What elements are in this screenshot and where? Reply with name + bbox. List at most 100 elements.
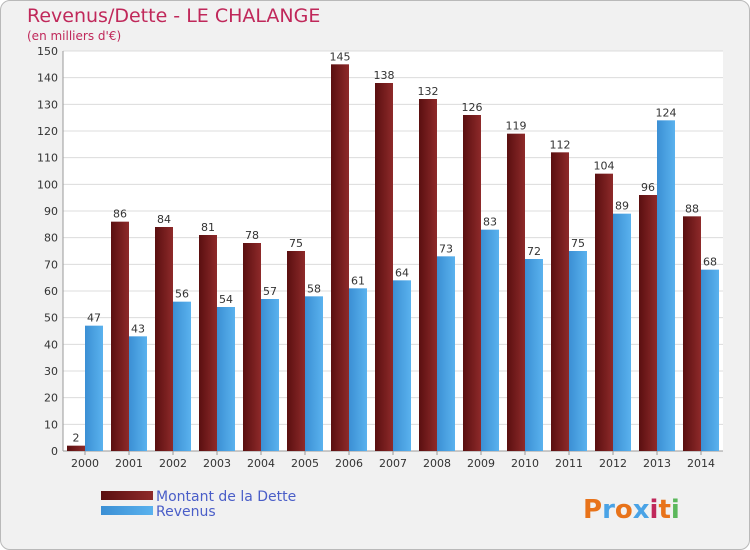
- data-label-dette-2000: 2: [73, 432, 80, 445]
- bar-dette-2002: [155, 227, 173, 451]
- chart-subtitle: (en milliers d'€): [27, 29, 122, 43]
- y-tick-label: 80: [44, 232, 58, 245]
- data-label-revenus-2014: 68: [703, 256, 717, 269]
- x-tick-label: 2002: [159, 457, 187, 470]
- bar-dette-2006: [331, 64, 349, 452]
- proxiti-logo: Proxiti: [583, 495, 680, 525]
- data-label-dette-2008: 132: [418, 85, 439, 98]
- y-tick-label: 20: [44, 392, 58, 405]
- bar-revenus-2007: [393, 280, 411, 451]
- data-label-dette-2001: 86: [113, 208, 127, 221]
- bar-dette-2000: [67, 445, 85, 451]
- x-tick-label: 2006: [335, 457, 363, 470]
- bar-revenus-2004: [261, 299, 279, 451]
- bar-revenus-2005: [305, 296, 323, 451]
- y-tick-label: 30: [44, 365, 58, 378]
- x-tick-label: 2008: [423, 457, 451, 470]
- bar-revenus-2000: [85, 325, 103, 451]
- bar-dette-2007: [375, 83, 393, 451]
- data-label-revenus-2012: 89: [615, 200, 629, 213]
- x-tick-label: 2007: [379, 457, 407, 470]
- data-label-dette-2003: 81: [201, 221, 215, 234]
- x-tick-label: 2005: [291, 457, 319, 470]
- bar-revenus-2003: [217, 307, 235, 451]
- y-tick-label: 130: [37, 98, 58, 111]
- bar-revenus-2012: [613, 213, 631, 451]
- data-label-revenus-2004: 57: [263, 285, 277, 298]
- x-tick-label: 2004: [247, 457, 275, 470]
- x-tick-label: 2003: [203, 457, 231, 470]
- data-label-revenus-2003: 54: [219, 293, 233, 306]
- y-tick-label: 50: [44, 312, 58, 325]
- bar-dette-2011: [551, 152, 569, 452]
- x-tick-label: 2011: [555, 457, 583, 470]
- data-label-dette-2005: 75: [289, 237, 303, 250]
- data-label-revenus-2013: 124: [656, 106, 677, 119]
- bar-revenus-2013: [657, 120, 675, 451]
- y-tick-label: 110: [37, 152, 58, 165]
- legend-swatch-0: [101, 491, 153, 500]
- x-tick-label: 2014: [687, 457, 715, 470]
- y-tick-label: 70: [44, 258, 58, 271]
- bar-revenus-2010: [525, 259, 543, 451]
- y-tick-label: 10: [44, 418, 58, 431]
- bar-dette-2004: [243, 243, 261, 451]
- bar-revenus-2001: [129, 336, 147, 451]
- bar-revenus-2009: [481, 229, 499, 451]
- y-tick-label: 0: [51, 445, 58, 458]
- bar-dette-2009: [463, 115, 481, 451]
- x-tick-label: 2001: [115, 457, 143, 470]
- bar-dette-2008: [419, 99, 437, 451]
- data-label-dette-2007: 138: [374, 69, 395, 82]
- data-label-revenus-2006: 61: [351, 274, 365, 287]
- data-label-dette-2013: 96: [641, 181, 655, 194]
- bar-revenus-2011: [569, 251, 587, 451]
- x-tick-label: 2000: [71, 457, 99, 470]
- y-tick-label: 140: [37, 72, 58, 85]
- data-label-revenus-2001: 43: [131, 322, 145, 335]
- data-label-revenus-2007: 64: [395, 266, 409, 279]
- bar-revenus-2002: [173, 301, 191, 451]
- data-label-dette-2009: 126: [462, 101, 483, 114]
- bar-dette-2010: [507, 133, 525, 451]
- x-tick-label: 2012: [599, 457, 627, 470]
- legend-label-1: Revenus: [156, 504, 216, 520]
- data-label-dette-2002: 84: [157, 213, 171, 226]
- bar-revenus-2008: [437, 256, 455, 451]
- data-label-revenus-2005: 58: [307, 282, 321, 295]
- bar-dette-2013: [639, 195, 657, 451]
- data-label-revenus-2009: 83: [483, 216, 497, 229]
- data-label-revenus-2008: 73: [439, 242, 453, 255]
- y-tick-label: 60: [44, 285, 58, 298]
- legend-label-0: Montant de la Dette: [156, 489, 296, 505]
- data-label-dette-2004: 78: [245, 229, 259, 242]
- bar-revenus-2006: [349, 288, 367, 451]
- data-label-dette-2012: 104: [594, 160, 615, 173]
- data-label-dette-2011: 112: [550, 138, 571, 151]
- data-label-revenus-2011: 75: [571, 237, 585, 250]
- legend-swatch-1: [101, 506, 153, 515]
- x-tick-label: 2013: [643, 457, 671, 470]
- y-tick-label: 40: [44, 338, 58, 351]
- data-label-dette-2006: 145: [330, 50, 351, 63]
- data-label-revenus-2000: 47: [87, 312, 101, 325]
- x-tick-label: 2009: [467, 457, 495, 470]
- bar-dette-2003: [199, 235, 217, 451]
- y-tick-label: 120: [37, 125, 58, 138]
- x-tick-label: 2010: [511, 457, 539, 470]
- bar-dette-2014: [683, 216, 701, 451]
- y-tick-label: 90: [44, 205, 58, 218]
- chart-title: Revenus/Dette - LE CHALANGE: [27, 5, 321, 27]
- y-tick-label: 150: [37, 45, 58, 58]
- data-label-dette-2014: 88: [685, 202, 699, 215]
- bar-dette-2005: [287, 251, 305, 451]
- y-tick-label: 100: [37, 178, 58, 191]
- bar-revenus-2014: [701, 269, 719, 451]
- bar-dette-2012: [595, 173, 613, 451]
- data-label-dette-2010: 119: [506, 120, 527, 133]
- data-label-revenus-2010: 72: [527, 245, 541, 258]
- bar-dette-2001: [111, 221, 129, 451]
- data-label-revenus-2002: 56: [175, 288, 189, 301]
